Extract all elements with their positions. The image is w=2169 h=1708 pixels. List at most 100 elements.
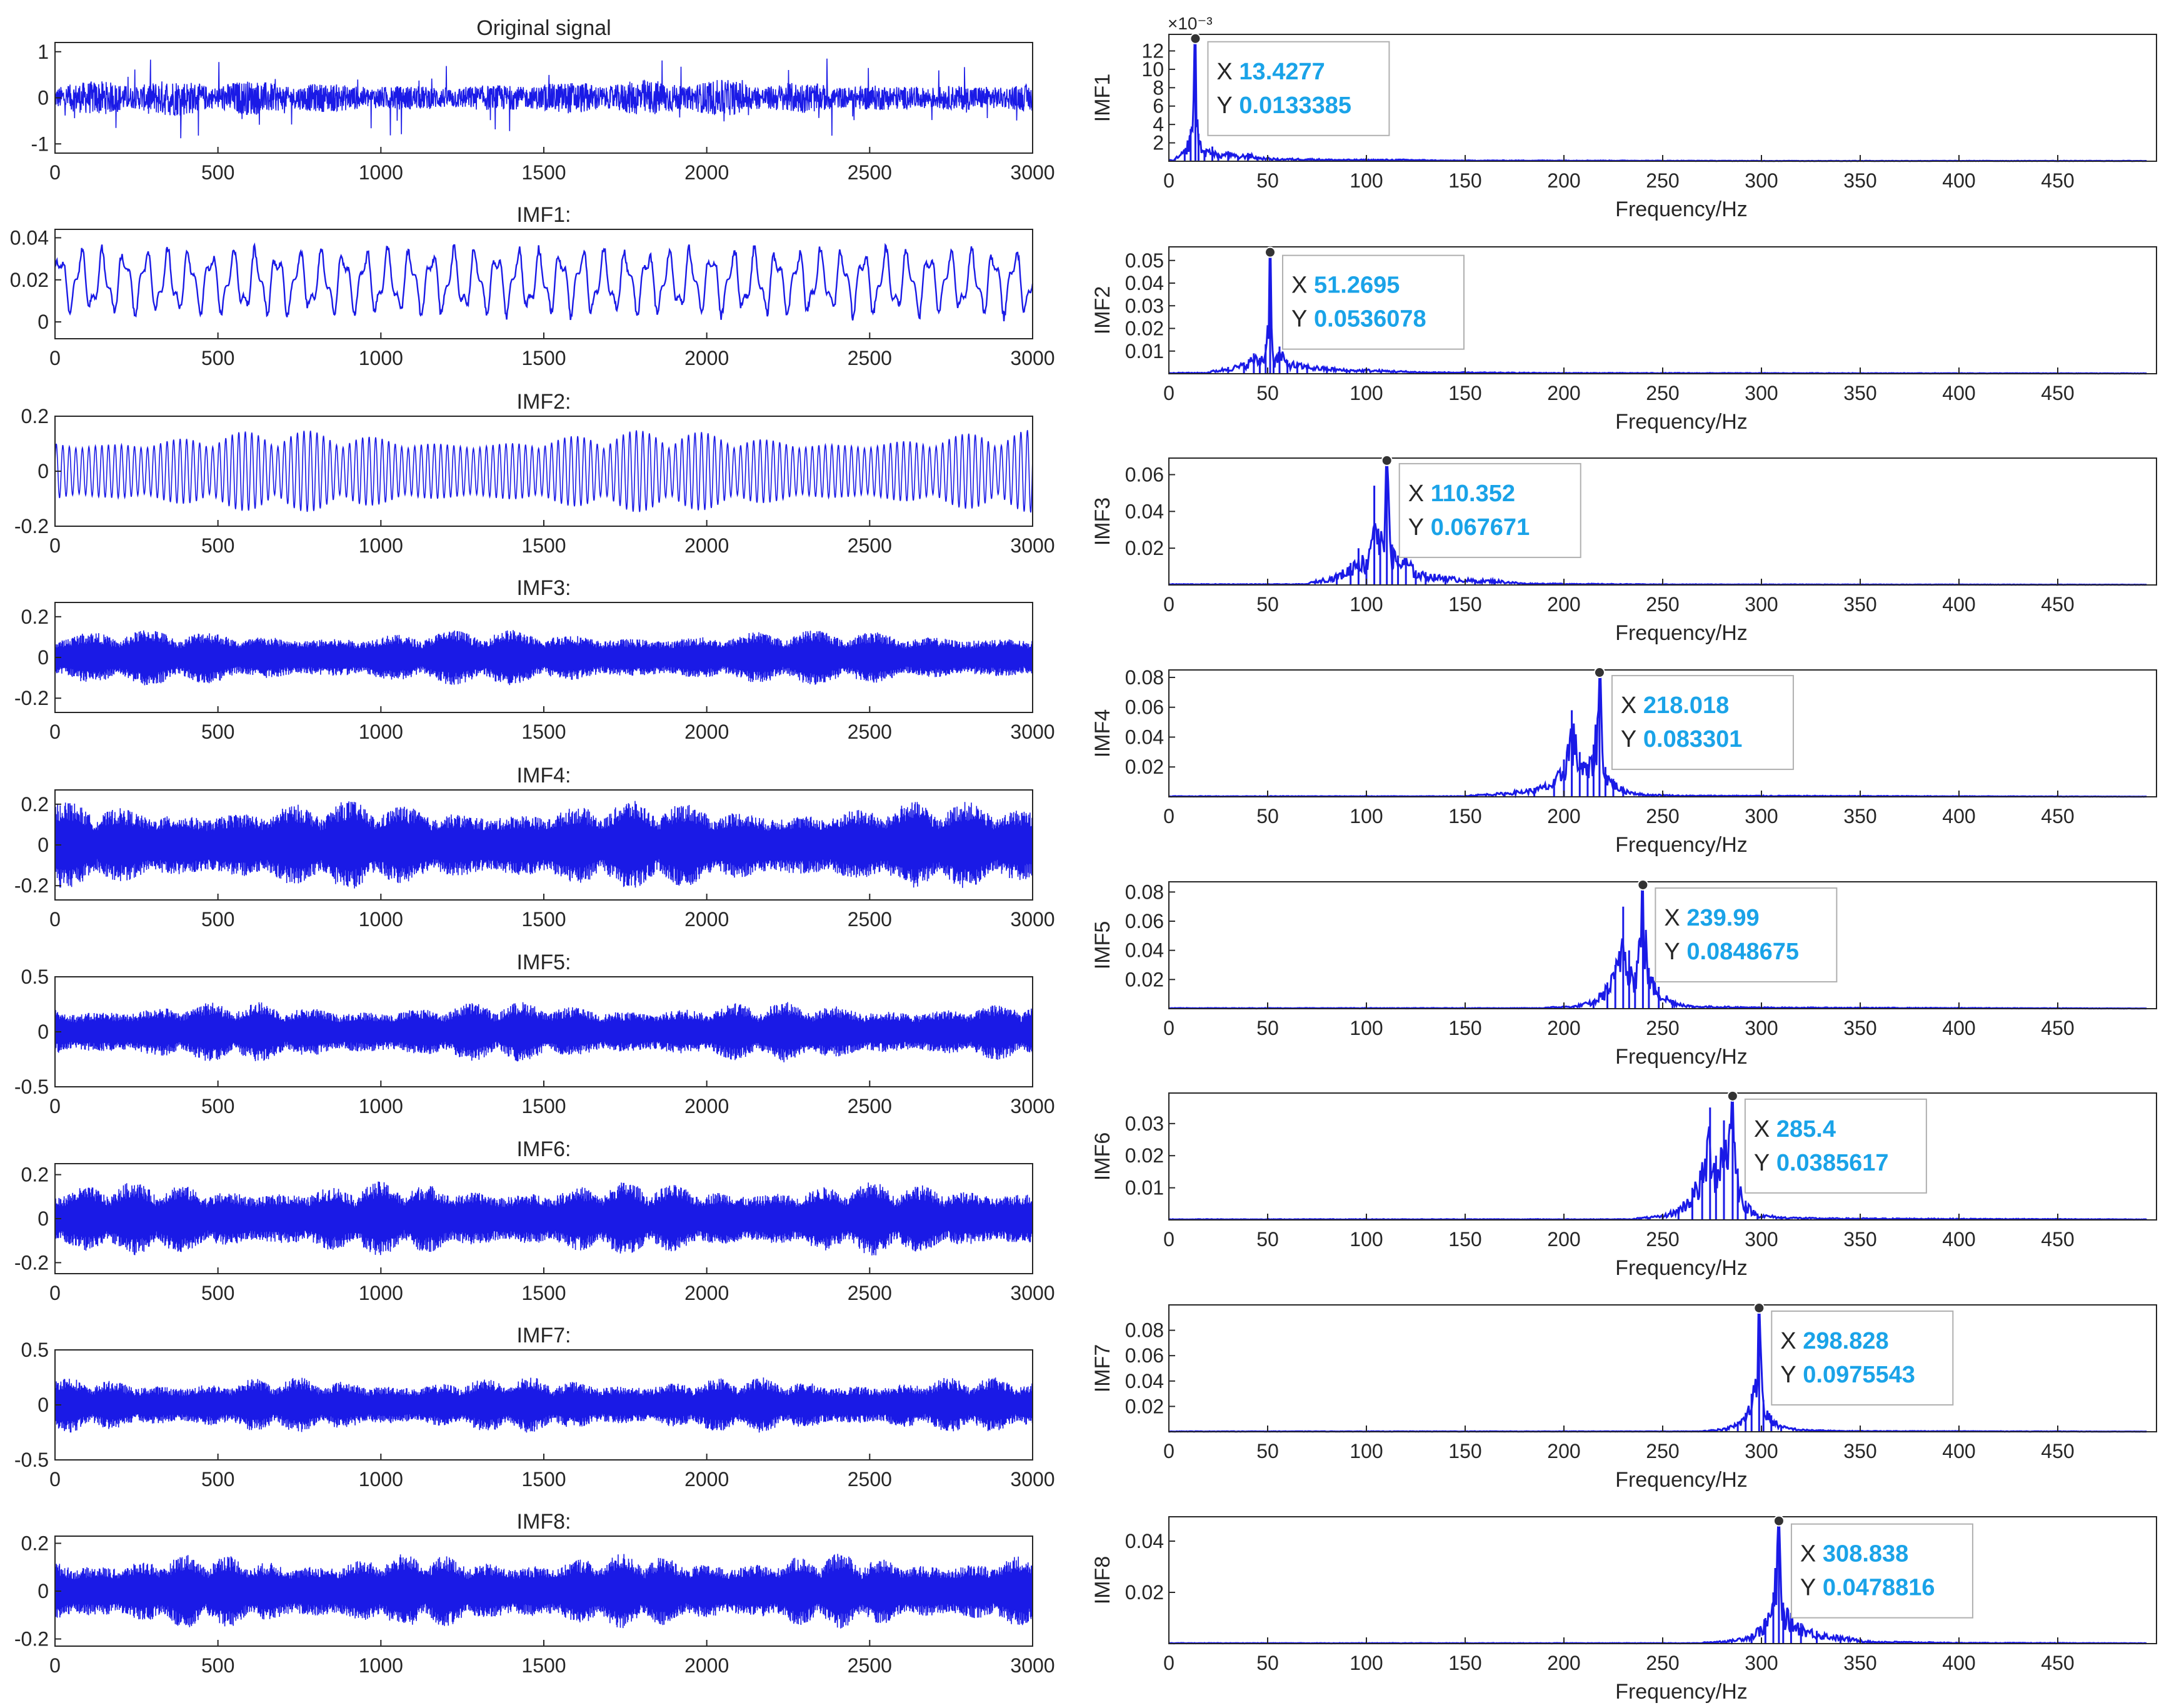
x-tick-label: 500	[201, 1468, 234, 1491]
x-tick-label: 0	[49, 908, 61, 931]
x-tick-label: 1500	[521, 908, 566, 931]
y-tick-label: 0.04	[1125, 1370, 1164, 1392]
spectrum-line	[1168, 1095, 2148, 1221]
x-tick-label: 50	[1256, 169, 1279, 192]
x-tick-label: 350	[1843, 382, 1876, 404]
y-tick-label: -0.5	[14, 1449, 49, 1471]
x-tick-label: 200	[1547, 382, 1580, 404]
datatip-x-key: X	[1664, 905, 1680, 931]
datatip-y-key: Y	[1621, 726, 1636, 752]
x-tick-label: 0	[1163, 805, 1175, 827]
x-tick-label: 300	[1745, 1440, 1778, 1462]
x-tick-label: 450	[2041, 805, 2074, 827]
peak-marker	[1753, 1302, 1765, 1314]
y-tick-label: 0.02	[1125, 968, 1164, 991]
y-axis-label: IMF4	[1091, 709, 1115, 757]
spectrum-panel-7: 0 50 100 150 200 250 300 350 400 450 Frequency/Hz 0…	[1091, 1302, 2157, 1492]
x-tick-label: 2000	[684, 1282, 729, 1304]
x-tick-label: 1000	[359, 534, 403, 557]
y-axis-label: IMF8	[1091, 1556, 1115, 1604]
x-tick-label: 1500	[521, 347, 566, 369]
y-tick-label: 0.08	[1125, 666, 1164, 689]
peak-marker	[1773, 1515, 1785, 1527]
x-tick-label: 3000	[1010, 1095, 1054, 1117]
x-tick-label: 0	[1163, 1228, 1175, 1251]
x-tick-label: 100	[1350, 382, 1383, 404]
x-tick-label: 1500	[521, 721, 566, 743]
y-tick-label: 0.05	[1125, 249, 1164, 272]
x-tick-label: 250	[1646, 382, 1679, 404]
x-axis-label: Frequency/Hz	[1615, 1468, 1748, 1492]
x-tick-label: 150	[1448, 1017, 1481, 1039]
y-tick-label: -0.2	[14, 874, 49, 897]
y-tick-label: 0.08	[1125, 881, 1164, 903]
y-axis-label: IMF2	[1091, 286, 1115, 334]
datatip-box	[1282, 254, 1465, 350]
y-tick-label: 0.04	[1125, 1530, 1164, 1552]
y-tick-label: -0.2	[14, 1251, 49, 1274]
x-tick-label: 2500	[848, 161, 892, 184]
y-tick-label: 2	[1153, 132, 1164, 154]
x-tick-label: 2000	[684, 1654, 729, 1677]
x-tick-label: 450	[2041, 593, 2074, 616]
datatip-y-key: Y	[1291, 306, 1307, 332]
peak-marker	[1726, 1090, 1738, 1102]
panel-title: IMF1:	[517, 203, 571, 227]
y-tick-label: 0.02	[1125, 1581, 1164, 1604]
x-tick-label: 350	[1843, 1017, 1876, 1039]
datatip-x-value: 51.2695	[1314, 272, 1400, 299]
x-tick-label: 100	[1350, 805, 1383, 827]
x-tick-label: 200	[1547, 593, 1580, 616]
x-tick-label: 500	[201, 1654, 234, 1677]
panel-title: IMF8:	[517, 1510, 571, 1534]
y-tick-label: 1	[38, 41, 49, 63]
peak-marker	[1190, 32, 1201, 44]
datatip-y-value: 0.0975543	[1803, 1362, 1915, 1388]
x-tick-label: 250	[1646, 1228, 1679, 1251]
x-tick-label: 500	[201, 1282, 234, 1304]
peak-marker	[1265, 246, 1276, 258]
x-tick-label: 0	[1163, 382, 1175, 404]
x-tick-label: 400	[1942, 382, 1975, 404]
x-tick-label: 250	[1646, 1440, 1679, 1462]
x-tick-label: 200	[1547, 169, 1580, 192]
datatip-y-value: 0.083301	[1643, 726, 1743, 752]
x-tick-label: 50	[1256, 1017, 1279, 1039]
x-tick-label: 200	[1547, 1652, 1580, 1674]
datatip-x-value: 298.828	[1803, 1328, 1888, 1354]
x-tick-label: 400	[1942, 1652, 1975, 1674]
x-tick-label: 50	[1256, 1440, 1279, 1462]
x-tick-label: 1000	[359, 1468, 403, 1491]
y-tick-label: 0.02	[1125, 756, 1164, 778]
datatip-y-value: 0.0848675	[1686, 939, 1799, 965]
y-tick-label: 0.08	[1125, 1319, 1164, 1342]
x-tick-label: 200	[1547, 1017, 1580, 1039]
x-tick-label: 3000	[1010, 721, 1054, 743]
y-tick-label: -0.2	[14, 515, 49, 537]
datatip-y-value: 0.0133385	[1239, 92, 1351, 119]
datatip-y-value: 0.067671	[1431, 514, 1530, 541]
x-axis-label: Frequency/Hz	[1615, 1256, 1748, 1280]
datatip-box	[1207, 41, 1390, 136]
x-tick-label: 1000	[359, 1654, 403, 1677]
datatip-x-value: 218.018	[1643, 692, 1729, 719]
x-tick-label: 400	[1942, 805, 1975, 827]
time-panel-1: IMF1: 0 500 1000 1500 2000 2500 3000 0.04 0.02 0	[10, 203, 1055, 369]
x-tick-label: 2000	[684, 1095, 729, 1117]
x-tick-label: 350	[1843, 593, 1876, 616]
datatip-y-value: 0.0385617	[1776, 1150, 1889, 1176]
peak-marker	[1637, 879, 1649, 891]
y-tick-label: 4	[1153, 113, 1164, 136]
y-tick-label: 0.03	[1125, 1112, 1164, 1135]
x-tick-label: 250	[1646, 1652, 1679, 1674]
datatip-box	[1655, 887, 1838, 982]
x-tick-label: 450	[2041, 169, 2074, 192]
x-tick-label: 150	[1448, 169, 1481, 192]
panel-title: IMF4:	[517, 764, 571, 787]
y-tick-label: 0.2	[21, 793, 49, 816]
x-tick-label: 500	[201, 1095, 234, 1117]
x-tick-label: 0	[49, 161, 61, 184]
x-tick-label: 450	[2041, 1652, 2074, 1674]
